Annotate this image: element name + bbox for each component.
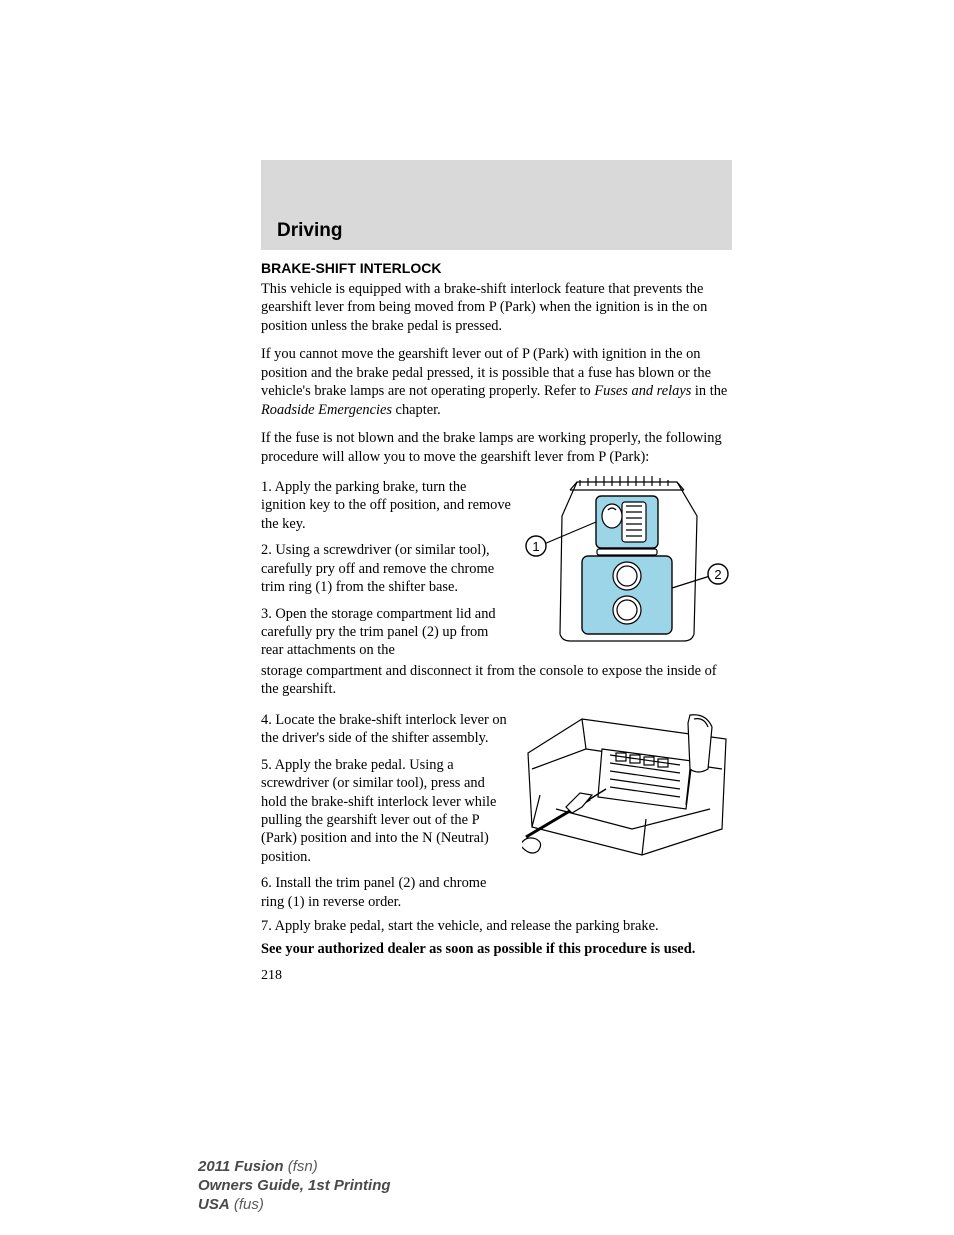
- intro-paragraph-1: This vehicle is equipped with a brake-sh…: [261, 280, 732, 335]
- steps-4-6-text: 4. Locate the brake-shift interlock leve…: [261, 709, 512, 919]
- p2-fuses-relays: Fuses and relays: [594, 383, 691, 399]
- step-7: 7. Apply brake pedal, start the vehicle,…: [261, 917, 732, 935]
- p2-part-e: chapter.: [392, 402, 441, 418]
- step-2: 2. Using a screwdriver (or similar tool)…: [261, 541, 512, 596]
- footer-code2: (fus): [230, 1196, 264, 1213]
- document-page: Driving BRAKE-SHIFT INTERLOCK This vehic…: [0, 0, 954, 984]
- step-3b: storage compartment and disconnect it fr…: [261, 662, 732, 699]
- footer-region: USA: [198, 1196, 230, 1213]
- chapter-header-bar: Driving: [261, 160, 732, 250]
- interlock-svg: [522, 709, 732, 859]
- step-3a: 3. Open the storage compartment lid and …: [261, 605, 512, 660]
- callout-1-label: 1: [532, 539, 539, 554]
- footer-code1: (fsn): [284, 1158, 318, 1175]
- interlock-lever-figure: [522, 709, 732, 864]
- page-number: 218: [261, 968, 732, 984]
- console-trim-figure: 1 2: [522, 476, 732, 651]
- footer-model: 2011 Fusion: [198, 1158, 284, 1175]
- chapter-title: Driving: [277, 220, 716, 242]
- footer-line-1: 2011 Fusion (fsn): [198, 1158, 391, 1177]
- intro-paragraph-2: If you cannot move the gearshift lever o…: [261, 345, 732, 419]
- p2-roadside-emergencies: Roadside Emergencies: [261, 402, 392, 418]
- footer-guide: Owners Guide, 1st Printing: [198, 1177, 391, 1196]
- step-1: 1. Apply the parking brake, turn the ign…: [261, 478, 512, 533]
- callout-2-label: 2: [714, 567, 721, 582]
- steps-1-3-text: 1. Apply the parking brake, turn the ign…: [261, 476, 512, 668]
- document-footer: 2011 Fusion (fsn) Owners Guide, 1st Prin…: [198, 1158, 391, 1214]
- console-svg: 1 2: [522, 476, 732, 646]
- step-5: 5. Apply the brake pedal. Using a screwd…: [261, 756, 512, 867]
- step-6: 6. Install the trim panel (2) and chrome…: [261, 874, 512, 911]
- p2-part-c: in the: [691, 383, 727, 399]
- dealer-warning: See your authorized dealer as soon as po…: [261, 940, 732, 958]
- steps-1-3-with-figure: 1. Apply the parking brake, turn the ign…: [261, 476, 732, 668]
- section-heading: BRAKE-SHIFT INTERLOCK: [261, 260, 732, 276]
- intro-paragraph-3: If the fuse is not blown and the brake l…: [261, 429, 732, 466]
- step-4: 4. Locate the brake-shift interlock leve…: [261, 711, 512, 748]
- footer-line-3: USA (fus): [198, 1196, 391, 1215]
- steps-4-6-with-figure: 4. Locate the brake-shift interlock leve…: [261, 709, 732, 919]
